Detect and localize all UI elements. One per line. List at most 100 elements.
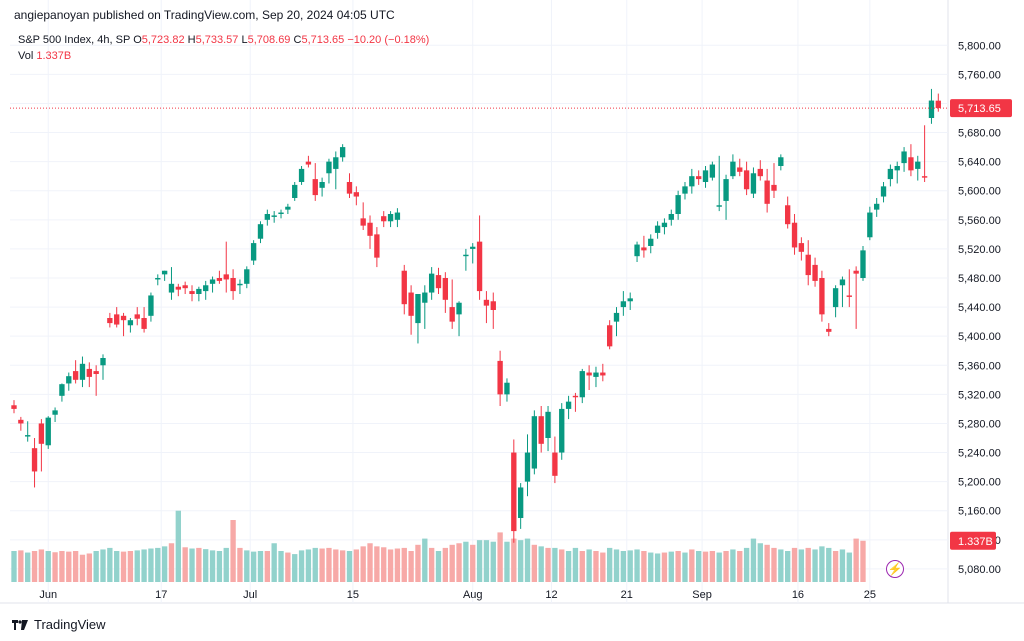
volume-bar [586, 549, 592, 582]
volume-bar [168, 543, 175, 582]
candle-body [846, 295, 852, 297]
candle-body [757, 168, 763, 177]
candle [737, 158, 743, 177]
candle-body [860, 250, 866, 278]
candle-body [435, 275, 442, 289]
y-tick-label: 5,240.00 [958, 448, 1001, 460]
candle [572, 392, 579, 412]
volume-bar [319, 548, 325, 582]
candle [716, 155, 722, 212]
candle [339, 144, 346, 162]
candle-body [312, 179, 318, 196]
candle-body [25, 435, 31, 437]
volume-bar [333, 549, 339, 582]
lightning-bolt-icon[interactable]: ⚡ [886, 560, 904, 578]
candle [921, 125, 928, 182]
grid-lines [0, 0, 1024, 604]
candle [853, 266, 859, 329]
candle-body [928, 100, 935, 118]
volume-bar [497, 532, 503, 582]
candle [600, 363, 606, 382]
candle [634, 241, 640, 262]
volume-bar [203, 549, 209, 582]
volume-bar [476, 540, 483, 582]
volume-bar [771, 547, 777, 582]
volume-bar [38, 549, 45, 582]
candle-body [141, 318, 147, 329]
x-tick-label: Aug [463, 589, 483, 601]
candle-body [59, 384, 65, 396]
candle [374, 227, 380, 268]
candle-body [483, 299, 490, 306]
volume-bar [743, 547, 750, 582]
candle-body [463, 254, 469, 257]
candle-body [935, 100, 941, 109]
close-value: 5,713.65 [301, 34, 345, 46]
volume-bar [600, 552, 606, 582]
x-tick-label: 21 [621, 589, 633, 601]
candle [353, 186, 360, 206]
candle-body [771, 184, 777, 191]
symbol-label[interactable]: S&P 500 Index, 4h, SP [18, 34, 131, 46]
candle [661, 218, 668, 235]
volume-bar [230, 520, 236, 582]
brand-name[interactable]: TradingView [34, 617, 106, 632]
candle-body [785, 205, 791, 225]
volume-bar [826, 547, 832, 582]
volume-bar [737, 551, 743, 582]
candle [559, 403, 565, 460]
volume-bar [216, 551, 223, 582]
time-axis[interactable]: Jun 17 Jul 15 Aug 12 21 Sep 16 25 [39, 589, 876, 601]
candle-body [11, 405, 17, 409]
price-axis[interactable]: 5,800.005,760.005,720.005,680.005,640.00… [958, 40, 1001, 576]
volume-bar [189, 548, 195, 582]
y-tick-label: 5,320.00 [958, 389, 1001, 401]
candles [11, 88, 941, 543]
volume-bar [435, 551, 442, 582]
candle-body [709, 164, 716, 178]
candle [627, 292, 633, 310]
volume-bar [257, 551, 264, 582]
candle-body [257, 224, 264, 239]
volume-bar [100, 549, 106, 582]
volume-bar [668, 551, 674, 582]
candle [723, 174, 729, 220]
candle [915, 155, 921, 181]
candle [470, 243, 476, 264]
candle [757, 160, 763, 181]
volume-bar [846, 552, 852, 582]
volume-bar [339, 550, 346, 582]
candle [381, 211, 387, 228]
candle [45, 416, 51, 449]
high-label: H [187, 34, 196, 46]
volume-bar [387, 549, 394, 582]
volume-bar [538, 546, 544, 582]
candle-body [702, 170, 709, 182]
candle [141, 307, 147, 333]
candle [483, 291, 490, 324]
candle-body [292, 184, 298, 198]
candle-body [552, 452, 558, 476]
candle [648, 234, 654, 254]
volume-bar [627, 550, 633, 582]
volume-bar [326, 547, 332, 582]
candle [743, 161, 750, 196]
candle [682, 182, 688, 200]
volume-bar [196, 547, 202, 582]
candle-body [319, 182, 325, 188]
candle-body [209, 279, 216, 284]
volume-bar [148, 548, 154, 582]
candle [798, 237, 805, 261]
candle-body [360, 218, 366, 226]
candle [408, 285, 414, 335]
candle-body [223, 274, 229, 280]
volume-bar [408, 551, 414, 582]
candle [805, 240, 811, 286]
candle-body [161, 270, 168, 275]
candle-body [682, 186, 688, 194]
candle [100, 354, 106, 380]
volume-bar [209, 550, 216, 582]
candle-body [559, 408, 565, 453]
candle [750, 167, 757, 198]
